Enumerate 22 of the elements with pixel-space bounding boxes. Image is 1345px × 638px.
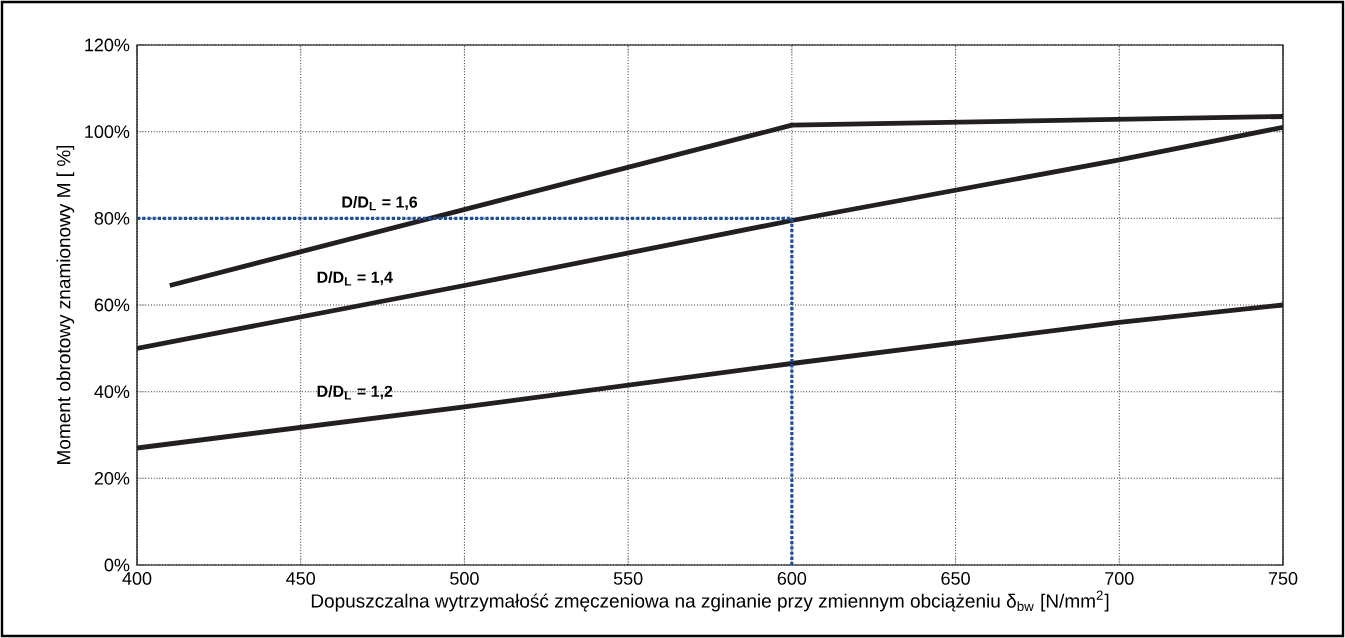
x-tick-label: 450 bbox=[286, 572, 316, 585]
x-tick-label: 550 bbox=[613, 572, 643, 585]
y-tick-label: 60% bbox=[94, 298, 130, 312]
line-series bbox=[137, 124, 1283, 351]
y-tick-label: 120% bbox=[85, 38, 130, 52]
y-tick-label: 80% bbox=[94, 211, 130, 225]
y-tick-label: 100% bbox=[85, 125, 130, 139]
x-tick-label: 650 bbox=[941, 572, 970, 585]
x-tick-label: 500 bbox=[450, 572, 479, 585]
x-tick-label: 400 bbox=[122, 572, 152, 585]
x-tick-label: 600 bbox=[777, 572, 807, 585]
x-tick-label: 750 bbox=[1268, 572, 1298, 585]
series-label: D/D$_{L}$ = 1,2 bbox=[317, 385, 393, 400]
line-series bbox=[137, 302, 1283, 451]
x-axis-title: Dopuszczalna wytrzymałość zmęczeniowa na zginanie przy zmiennym obciążeniu δ$_{bw}$ [N/mm$^{2}$] bbox=[311, 590, 1109, 612]
y-axis-title: Moment obrotowy znamionowy M [ %] bbox=[56, 145, 75, 464]
y-tick-label: 20% bbox=[94, 471, 130, 485]
x-tick-label: 700 bbox=[1105, 572, 1134, 585]
series-label: D/D$_{L}$ = 1,6 bbox=[342, 196, 418, 211]
y-tick-label: 0% bbox=[104, 558, 130, 572]
y-tick-label: 40% bbox=[94, 385, 130, 399]
series-label: D/D$_{L}$ = 1,4 bbox=[317, 271, 393, 286]
